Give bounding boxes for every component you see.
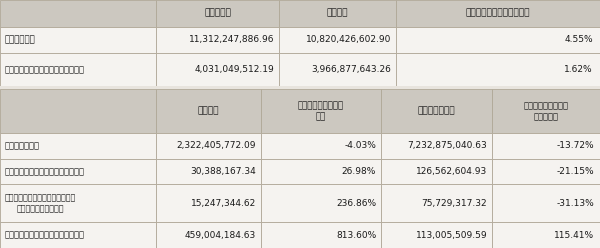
- Bar: [156, 222, 261, 248]
- Bar: [156, 53, 279, 86]
- Text: 本报告期比上年同期
增减: 本报告期比上年同期 增减: [298, 101, 344, 121]
- Text: 本报告期末比上年度末增减: 本报告期末比上年度末增减: [466, 9, 530, 18]
- Bar: [156, 133, 261, 159]
- Text: 本报告期末: 本报告期末: [204, 9, 231, 18]
- Bar: [156, 159, 261, 184]
- Bar: [261, 159, 381, 184]
- Text: 4.55%: 4.55%: [564, 35, 593, 44]
- Bar: [396, 0, 600, 27]
- Bar: [492, 222, 600, 248]
- Text: 30,388,167.34: 30,388,167.34: [190, 167, 256, 176]
- Bar: [0, 89, 156, 133]
- Text: -21.15%: -21.15%: [556, 167, 594, 176]
- Text: 年初至报告期末比上
年同期增减: 年初至报告期末比上 年同期增减: [523, 101, 569, 121]
- Bar: [261, 133, 381, 159]
- Text: 2,322,405,772.09: 2,322,405,772.09: [176, 141, 256, 150]
- Text: 上年度末: 上年度末: [327, 9, 348, 18]
- Bar: [261, 184, 381, 222]
- Text: 26.98%: 26.98%: [342, 167, 376, 176]
- Text: -4.03%: -4.03%: [344, 141, 376, 150]
- Bar: [381, 89, 492, 133]
- Bar: [0, 184, 156, 222]
- Bar: [381, 159, 492, 184]
- Text: 11,312,247,886.96: 11,312,247,886.96: [188, 35, 274, 44]
- Bar: [492, 184, 600, 222]
- Text: 1.62%: 1.62%: [564, 65, 593, 74]
- Bar: [0, 53, 156, 86]
- Bar: [156, 184, 261, 222]
- Text: 归属于上市公司股东的扣除非经常
性损益的净利润（元）: 归属于上市公司股东的扣除非经常 性损益的净利润（元）: [5, 193, 76, 213]
- Bar: [156, 27, 279, 53]
- Bar: [381, 133, 492, 159]
- Text: 459,004,184.63: 459,004,184.63: [185, 231, 256, 240]
- Text: 4,031,049,512.19: 4,031,049,512.19: [194, 65, 274, 74]
- Bar: [0, 133, 156, 159]
- Bar: [0, 27, 156, 53]
- Bar: [396, 53, 600, 86]
- Text: 113,005,509.59: 113,005,509.59: [416, 231, 487, 240]
- Text: 115.41%: 115.41%: [554, 231, 594, 240]
- Text: 总资产（元）: 总资产（元）: [5, 35, 35, 44]
- Bar: [396, 27, 600, 53]
- Text: 15,247,344.62: 15,247,344.62: [191, 199, 256, 208]
- Bar: [492, 89, 600, 133]
- Bar: [279, 0, 396, 27]
- Bar: [0, 86, 600, 89]
- Bar: [492, 159, 600, 184]
- Text: 236.86%: 236.86%: [336, 199, 376, 208]
- Text: 126,562,604.93: 126,562,604.93: [416, 167, 487, 176]
- Text: -13.72%: -13.72%: [556, 141, 594, 150]
- Bar: [156, 89, 261, 133]
- Bar: [0, 222, 156, 248]
- Bar: [381, 184, 492, 222]
- Bar: [261, 89, 381, 133]
- Bar: [261, 222, 381, 248]
- Bar: [0, 0, 156, 27]
- Bar: [279, 53, 396, 86]
- Text: -31.13%: -31.13%: [556, 199, 594, 208]
- Text: 10,820,426,602.90: 10,820,426,602.90: [306, 35, 391, 44]
- Bar: [156, 0, 279, 27]
- Text: 归属于上市公司股东的净资产（元）: 归属于上市公司股东的净资产（元）: [5, 65, 85, 74]
- Text: 3,966,877,643.26: 3,966,877,643.26: [311, 65, 391, 74]
- Text: 本报告期: 本报告期: [198, 107, 219, 116]
- Text: 7,232,875,040.63: 7,232,875,040.63: [407, 141, 487, 150]
- Bar: [279, 27, 396, 53]
- Text: 归属于上市公司股东的净利润（元）: 归属于上市公司股东的净利润（元）: [5, 167, 85, 176]
- Text: 营业收入（元）: 营业收入（元）: [5, 141, 40, 150]
- Text: 75,729,317.32: 75,729,317.32: [422, 199, 487, 208]
- Text: 813.60%: 813.60%: [336, 231, 376, 240]
- Text: 年初至报告期末: 年初至报告期末: [418, 107, 455, 116]
- Text: 经营活动产生的现金流量净额（元）: 经营活动产生的现金流量净额（元）: [5, 231, 85, 240]
- Bar: [492, 133, 600, 159]
- Bar: [381, 222, 492, 248]
- Bar: [0, 159, 156, 184]
